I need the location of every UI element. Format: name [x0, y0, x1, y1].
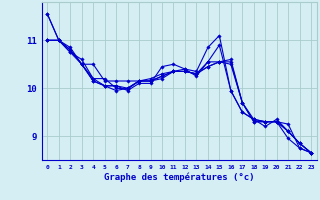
X-axis label: Graphe des températures (°c): Graphe des températures (°c) — [104, 173, 254, 182]
